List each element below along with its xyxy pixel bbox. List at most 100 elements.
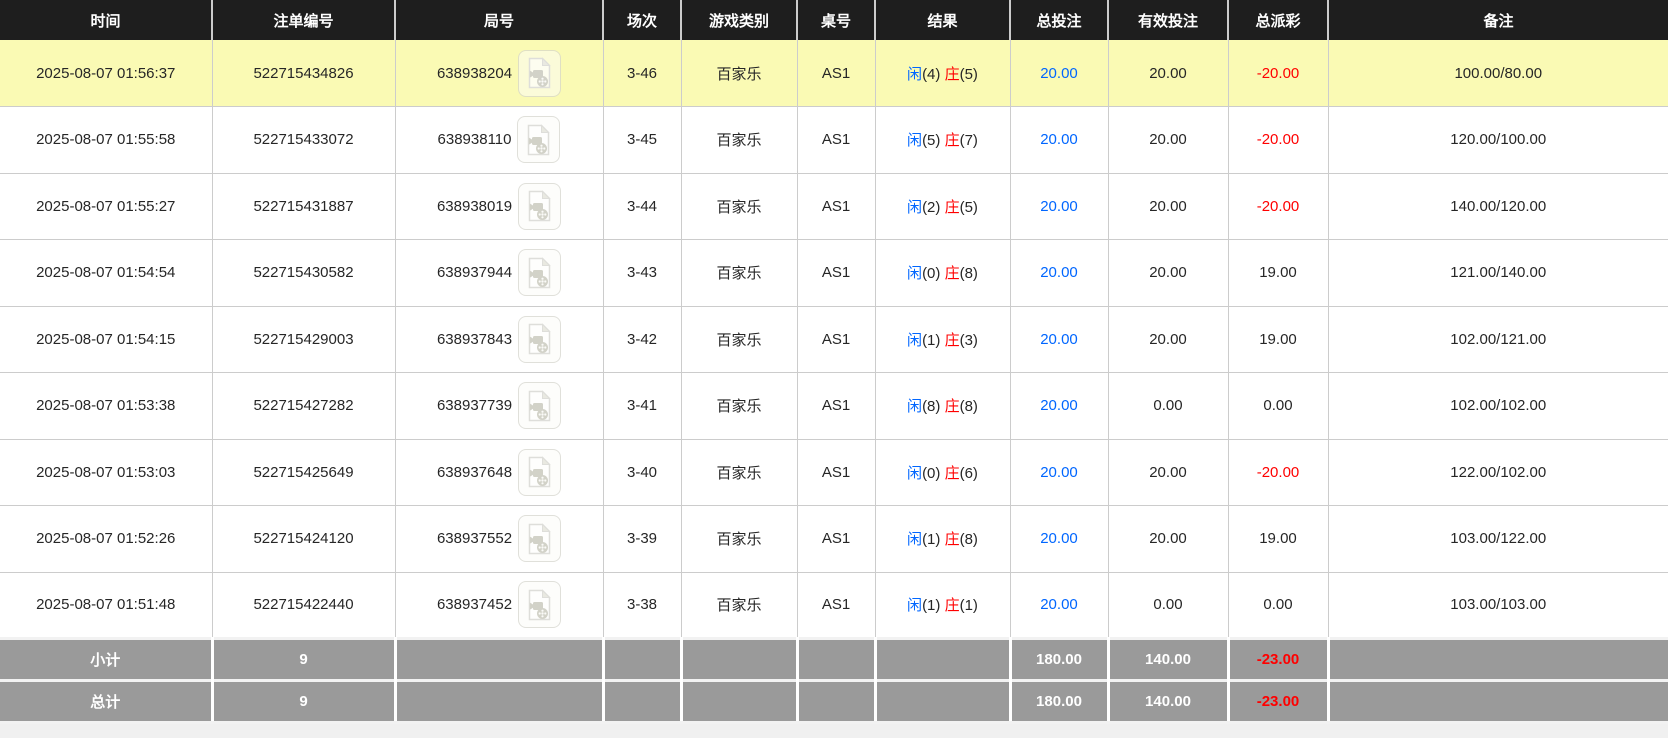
table-row[interactable]: 2025-08-07 01:55:27 522715431887 6389380… [0,173,1668,240]
result-player-label: 闲 [907,265,923,283]
cell-table-no: AS1 [797,239,876,307]
video-replay-button[interactable] [518,249,562,297]
col-header-session: 场次 [603,0,682,40]
cell-payout: -20.00 [1228,106,1329,174]
cell-time: 2025-08-07 01:55:27 [0,173,213,240]
video-file-icon [528,123,551,155]
cell-valid-bet: 20.00 [1108,40,1229,107]
video-file-icon [528,256,551,288]
subtotal-valid-bet: 140.00 [1108,637,1230,681]
total-empty-session [603,679,683,724]
col-header-order-id: 注单编号 [212,0,396,40]
cell-time: 2025-08-07 01:56:37 [0,40,213,107]
result-player-label: 闲 [907,398,923,416]
cell-round: 638937552 [395,505,604,573]
round-number: 638937739 [436,397,513,415]
cell-result: 闲(0) 庄(6) [875,439,1011,506]
cell-session: 3-41 [603,372,682,440]
cell-game-type: 百家乐 [681,439,798,506]
cell-total-bet: 20.00 [1010,439,1109,506]
cell-total-bet: 20.00 [1010,173,1109,240]
cell-total-bet: 20.00 [1010,40,1109,107]
video-file-icon [528,456,551,488]
cell-payout: 0.00 [1228,372,1329,440]
cell-round: 638937739 [395,372,604,440]
col-header-remark: 备注 [1328,0,1668,40]
cell-session: 3-38 [603,572,682,639]
table-footer: 小计 9 180.00 140.00 -23.00 总计 9 180.00 14… [0,637,1668,724]
cell-game-type: 百家乐 [681,173,798,240]
cell-game-type: 百家乐 [681,505,798,573]
cell-valid-bet: 20.00 [1108,505,1229,573]
cell-result: 闲(1) 庄(1) [875,572,1011,639]
cell-remark: 102.00/121.00 [1328,306,1668,373]
total-valid-bet: 140.00 [1108,679,1230,724]
cell-payout: -20.00 [1228,40,1329,107]
total-label: 总计 [0,679,214,724]
total-row: 总计 9 180.00 140.00 -23.00 [0,679,1668,724]
result-player-score: (5) [922,132,941,150]
cell-valid-bet: 0.00 [1108,572,1229,639]
video-replay-button[interactable] [518,382,562,430]
table-row[interactable]: 2025-08-07 01:56:37 522715434826 6389382… [0,40,1668,107]
table-row[interactable]: 2025-08-07 01:54:54 522715430582 6389379… [0,239,1668,307]
cell-session: 3-46 [603,40,682,107]
video-replay-button[interactable] [517,116,561,164]
round-number: 638937944 [436,264,513,282]
cell-valid-bet: 20.00 [1108,306,1229,373]
table-row[interactable]: 2025-08-07 01:55:58 522715433072 6389381… [0,106,1668,174]
cell-game-type: 百家乐 [681,40,798,107]
result-banker-label: 庄 [944,464,960,482]
cell-game-type: 百家乐 [681,239,798,307]
total-payout: -23.00 [1228,679,1330,724]
round-number: 638937648 [436,463,513,481]
cell-payout: 19.00 [1228,239,1329,307]
subtotal-empty-remark [1328,637,1668,681]
cell-table-no: AS1 [797,372,876,440]
video-replay-button[interactable] [518,581,562,629]
result-banker-score: (5) [959,198,978,216]
cell-remark: 122.00/102.00 [1328,439,1668,506]
cell-total-bet: 20.00 [1010,372,1109,440]
video-replay-button[interactable] [518,448,562,496]
table-row[interactable]: 2025-08-07 01:54:15 522715429003 6389378… [0,306,1668,373]
cell-order-id: 522715433072 [212,106,396,174]
cell-remark: 100.00/80.00 [1328,40,1668,107]
cell-total-bet: 20.00 [1010,239,1109,307]
video-replay-button[interactable] [518,515,562,563]
cell-time: 2025-08-07 01:54:15 [0,306,213,373]
result-player-score: (8) [922,398,941,416]
result-banker-score: (5) [959,65,978,83]
result-player-label: 闲 [907,198,923,216]
cell-order-id: 522715431887 [212,173,396,240]
table-row[interactable]: 2025-08-07 01:52:26 522715424120 6389375… [0,505,1668,573]
video-replay-button[interactable] [518,315,562,363]
cell-round: 638937944 [395,239,604,307]
table-row[interactable]: 2025-08-07 01:51:48 522715422440 6389374… [0,572,1668,639]
cell-session: 3-43 [603,239,682,307]
subtotal-empty-round [395,637,605,681]
cell-remark: 103.00/122.00 [1328,505,1668,573]
result-player-score: (1) [922,597,941,615]
result-player-score: (0) [922,265,941,283]
result-banker-score: (6) [959,464,978,482]
subtotal-row: 小计 9 180.00 140.00 -23.00 [0,637,1668,681]
cell-result: 闲(2) 庄(5) [875,173,1011,240]
cell-valid-bet: 20.00 [1108,239,1229,307]
total-empty-round [395,679,605,724]
video-file-icon [528,522,551,554]
table-row[interactable]: 2025-08-07 01:53:38 522715427282 6389377… [0,372,1668,440]
total-total-bet: 180.00 [1010,679,1110,724]
subtotal-label: 小计 [0,637,214,681]
table-header: 时间 注单编号 局号 场次 游戏类别 桌号 结果 总投注 有效投注 总派彩 备注 [0,0,1668,40]
result-player-label: 闲 [907,65,923,83]
video-replay-button[interactable] [518,182,562,230]
table-row[interactable]: 2025-08-07 01:53:03 522715425649 6389376… [0,439,1668,506]
cell-session: 3-42 [603,306,682,373]
result-player-score: (1) [922,531,941,549]
cell-remark: 103.00/103.00 [1328,572,1668,639]
video-replay-button[interactable] [518,49,562,97]
cell-time: 2025-08-07 01:55:58 [0,106,213,174]
round-number: 638937452 [436,596,513,614]
